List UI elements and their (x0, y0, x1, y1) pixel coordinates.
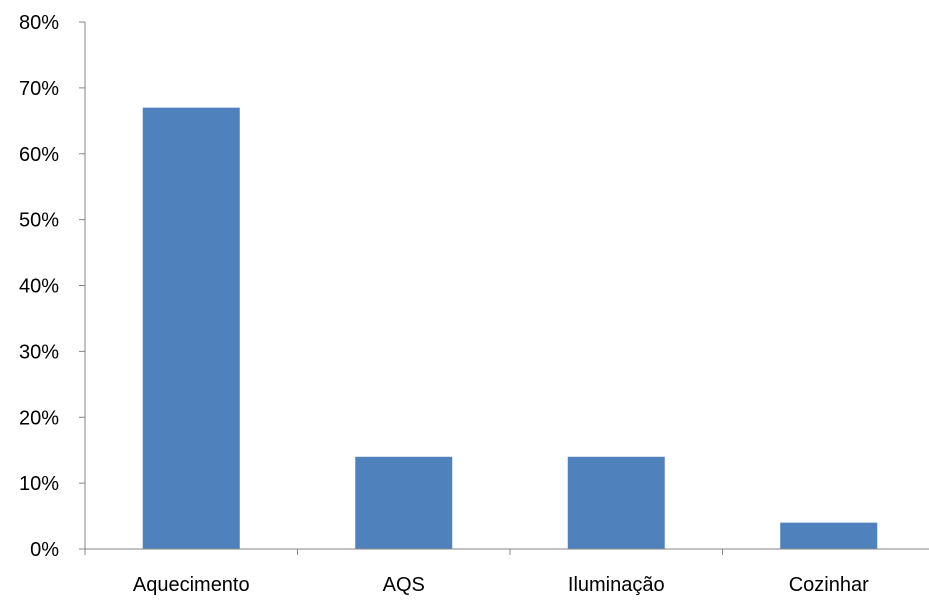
y-axis-tick-labels: 0% 10% 20% 30% 40% 50% 60% 70% 80% (19, 12, 59, 561)
y-tick-label: 30% (19, 341, 59, 363)
bar-iluminação (567, 456, 665, 549)
x-category-label: Cozinhar (789, 574, 869, 596)
bar-aquecimento (142, 107, 240, 549)
x-axis-category-labels: Aquecimento AQS Iluminação Cozinhar (133, 574, 869, 596)
y-tick-label: 50% (19, 210, 59, 232)
bar-cozinhar (780, 522, 878, 549)
y-tick-label: 60% (19, 144, 59, 166)
y-axis-ticks (79, 21, 85, 550)
x-category-label: AQS (383, 574, 425, 596)
bar-aqs (355, 456, 453, 549)
y-tick-label: 80% (19, 12, 59, 34)
y-tick-label: 0% (30, 539, 59, 561)
x-axis-ticks (84, 549, 723, 555)
y-tick-label: 40% (19, 276, 59, 298)
x-category-label: Aquecimento (133, 574, 250, 596)
x-category-label: Iluminação (568, 574, 665, 596)
y-tick-label: 70% (19, 78, 59, 100)
y-tick-label: 10% (19, 473, 59, 495)
y-tick-label: 20% (19, 407, 59, 429)
bars (142, 107, 878, 549)
